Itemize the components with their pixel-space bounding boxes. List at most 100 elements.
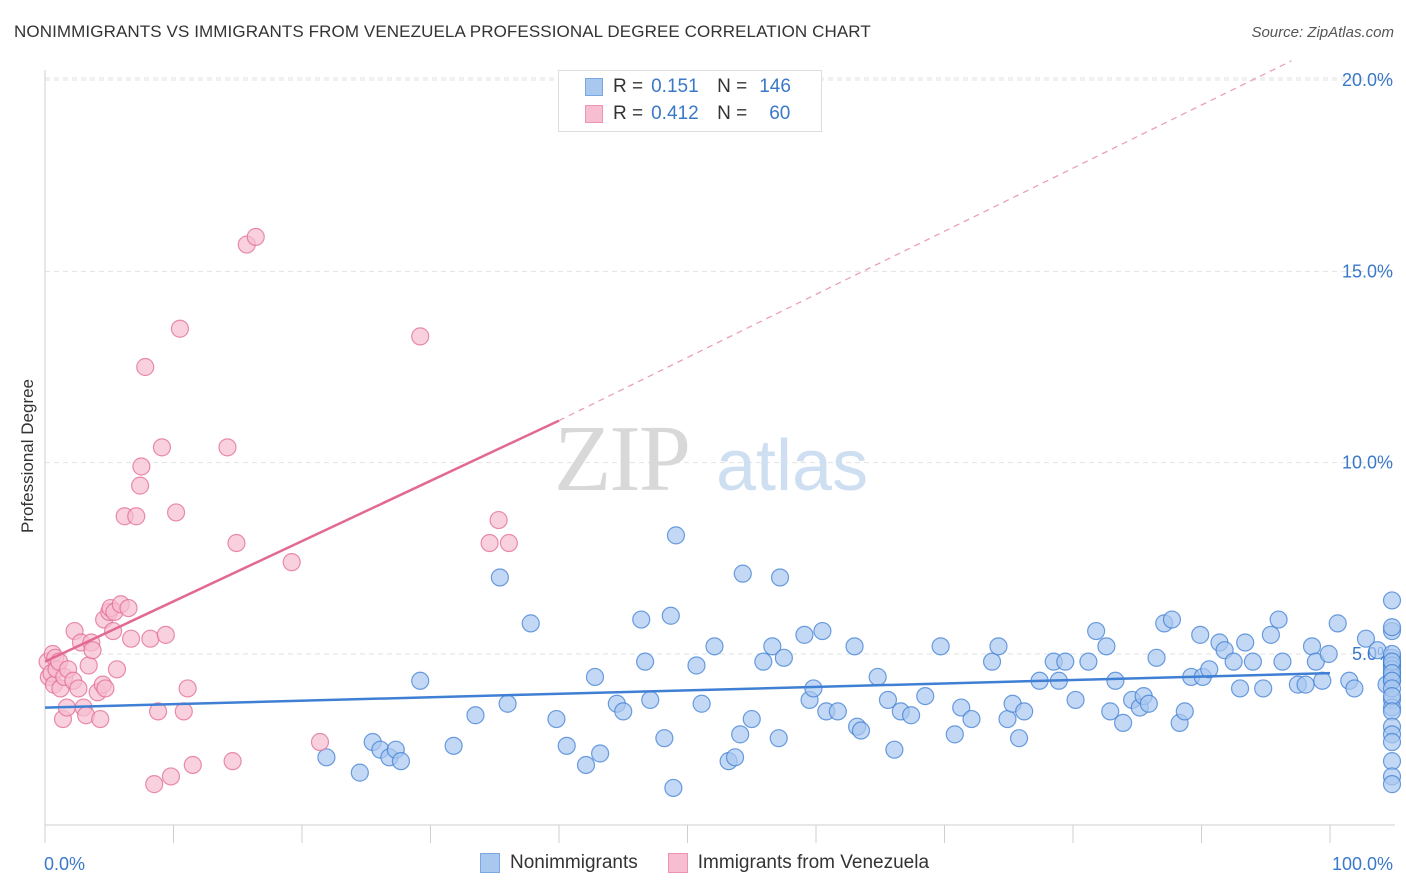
immigrant-point (119, 598, 138, 618)
trend-lines (44, 60, 1331, 709)
nonimmigrant-point (1147, 648, 1166, 667)
nonimmigrant-point (742, 709, 761, 729)
nonimmigrant-point (490, 568, 509, 587)
nonimmigrant-point (998, 709, 1017, 729)
legend-r-value: 0.412 (651, 103, 699, 124)
nonimmigrant-point (661, 606, 680, 625)
nonimmigrant-point (576, 755, 596, 775)
immigrant-point (218, 438, 237, 457)
immigrant-point (96, 679, 115, 698)
immigrant-point (223, 752, 242, 771)
nonimmigrant-point (878, 690, 898, 710)
nonimmigrant-point (774, 648, 793, 667)
nonimmigrant-point (521, 614, 540, 633)
immigrant-point (489, 510, 508, 530)
nonimmigrant-point (1139, 694, 1158, 713)
nonimmigrant-point (666, 526, 686, 545)
nonimmigrant-point (733, 564, 752, 583)
nonimmigrant-point (1273, 652, 1292, 671)
legend-swatch-immigrants (667, 853, 688, 873)
nonimmigrant-point (591, 744, 610, 763)
nonimmigrant-point (687, 656, 706, 675)
nonimmigrant-point (1269, 610, 1288, 629)
nonimmigrant-point (1302, 637, 1322, 656)
immigrant-point (499, 533, 518, 553)
immigrant-point (127, 507, 146, 526)
nonimmigrant-point (763, 637, 782, 656)
legend-n-value: 146 (759, 76, 791, 97)
immigrant-point (411, 327, 430, 346)
nonimmigrant-point (1382, 686, 1402, 706)
legend-n-label: N = (717, 103, 748, 124)
nonimmigrant-point (952, 698, 971, 717)
immigrant-point (246, 227, 265, 246)
legend-r-label: R = (613, 103, 644, 124)
nonimmigrant-point (1175, 702, 1194, 721)
nonimmigrant-point (795, 625, 814, 644)
legend-row-nonimmigrants: R = 0.151 N = 146 (585, 75, 791, 99)
nonimmigrant-point (1243, 652, 1263, 671)
nonimmigrant-point (444, 736, 463, 755)
nonimmigrant-point (585, 667, 605, 687)
series-legend: Nonimmigrants Immigrants from Venezuela (480, 852, 929, 874)
nonimmigrant-point (641, 690, 660, 710)
nonimmigrant-point (916, 686, 935, 706)
immigrant-point (161, 767, 181, 786)
nonimmigrant-point (635, 652, 655, 671)
legend-r-label: R = (613, 76, 644, 97)
nonimmigrant-point (1230, 679, 1250, 698)
nonimmigrant-point (845, 637, 864, 656)
nonimmigrant-point (1079, 652, 1098, 671)
nonimmigrant-point (411, 671, 430, 690)
nonimmigrant-point (1200, 660, 1219, 679)
legend-r-value: 0.151 (651, 76, 699, 97)
immigrant-point (145, 775, 164, 794)
immigrant-trend-extension (558, 60, 1292, 422)
watermark-atlas: atlas (716, 426, 868, 506)
y-tick-label: 15.0% (1342, 261, 1393, 281)
nonimmigrant-point (1056, 652, 1075, 671)
nonimmigrant-point (1328, 614, 1347, 633)
nonimmigrant-point (1382, 618, 1402, 637)
nonimmigrant-point (1236, 633, 1255, 652)
legend-swatch-nonimmigrants (480, 853, 500, 873)
legend-row-immigrants: R = 0.412 N = 60 (585, 102, 790, 126)
x-tick-label: 0.0% (44, 854, 85, 874)
legend-label-nonimmigrants: Nonimmigrants (510, 852, 638, 873)
nonimmigrant-point (962, 709, 981, 729)
source-label: Source: ZipAtlas.com (1251, 24, 1394, 41)
nonimmigrant-point (391, 752, 411, 771)
nonimmigrant-point (885, 740, 904, 759)
nonimmigrant-point (614, 702, 633, 721)
immigrant-point (480, 533, 499, 553)
immigrant-point (152, 438, 172, 457)
correlation-legend: R = 0.151 N = 146 R = 0.412 N = 60 (558, 70, 822, 132)
nonimmigrant-point (1382, 591, 1402, 610)
immigrant-point (148, 702, 168, 721)
nonimmigrant-point (754, 652, 773, 671)
immigrant-point (178, 679, 197, 698)
nonimmigrant-point (1356, 629, 1376, 648)
nonimmigrant-point (705, 637, 724, 656)
nonimmigrant-point (1106, 671, 1125, 690)
nonimmigrant-point (632, 610, 651, 629)
nonimmigrant-point (851, 721, 871, 740)
immigrant-point (79, 656, 98, 675)
nonimmigrant-point (1162, 610, 1182, 629)
watermark-zip: ZIP (554, 407, 689, 511)
nonimmigrant-point (982, 652, 1002, 671)
immigrant-point (282, 553, 301, 572)
nonimmigrant-point (769, 729, 788, 748)
nonimmigrant-point (466, 706, 485, 725)
legend-swatch-pink (585, 105, 603, 123)
watermark: ZIP atlas (554, 407, 868, 511)
x-tick-label: 100.0% (1332, 854, 1393, 874)
nonimmigrant-point (317, 748, 336, 767)
legend-label-immigrants: Immigrants from Venezuela (697, 852, 930, 873)
y-tick-label: 20.0% (1342, 70, 1393, 90)
immigrant-point (130, 476, 150, 495)
immigrant-point (170, 319, 190, 338)
nonimmigrant-point (1382, 702, 1402, 721)
immigrant-point (91, 709, 110, 729)
